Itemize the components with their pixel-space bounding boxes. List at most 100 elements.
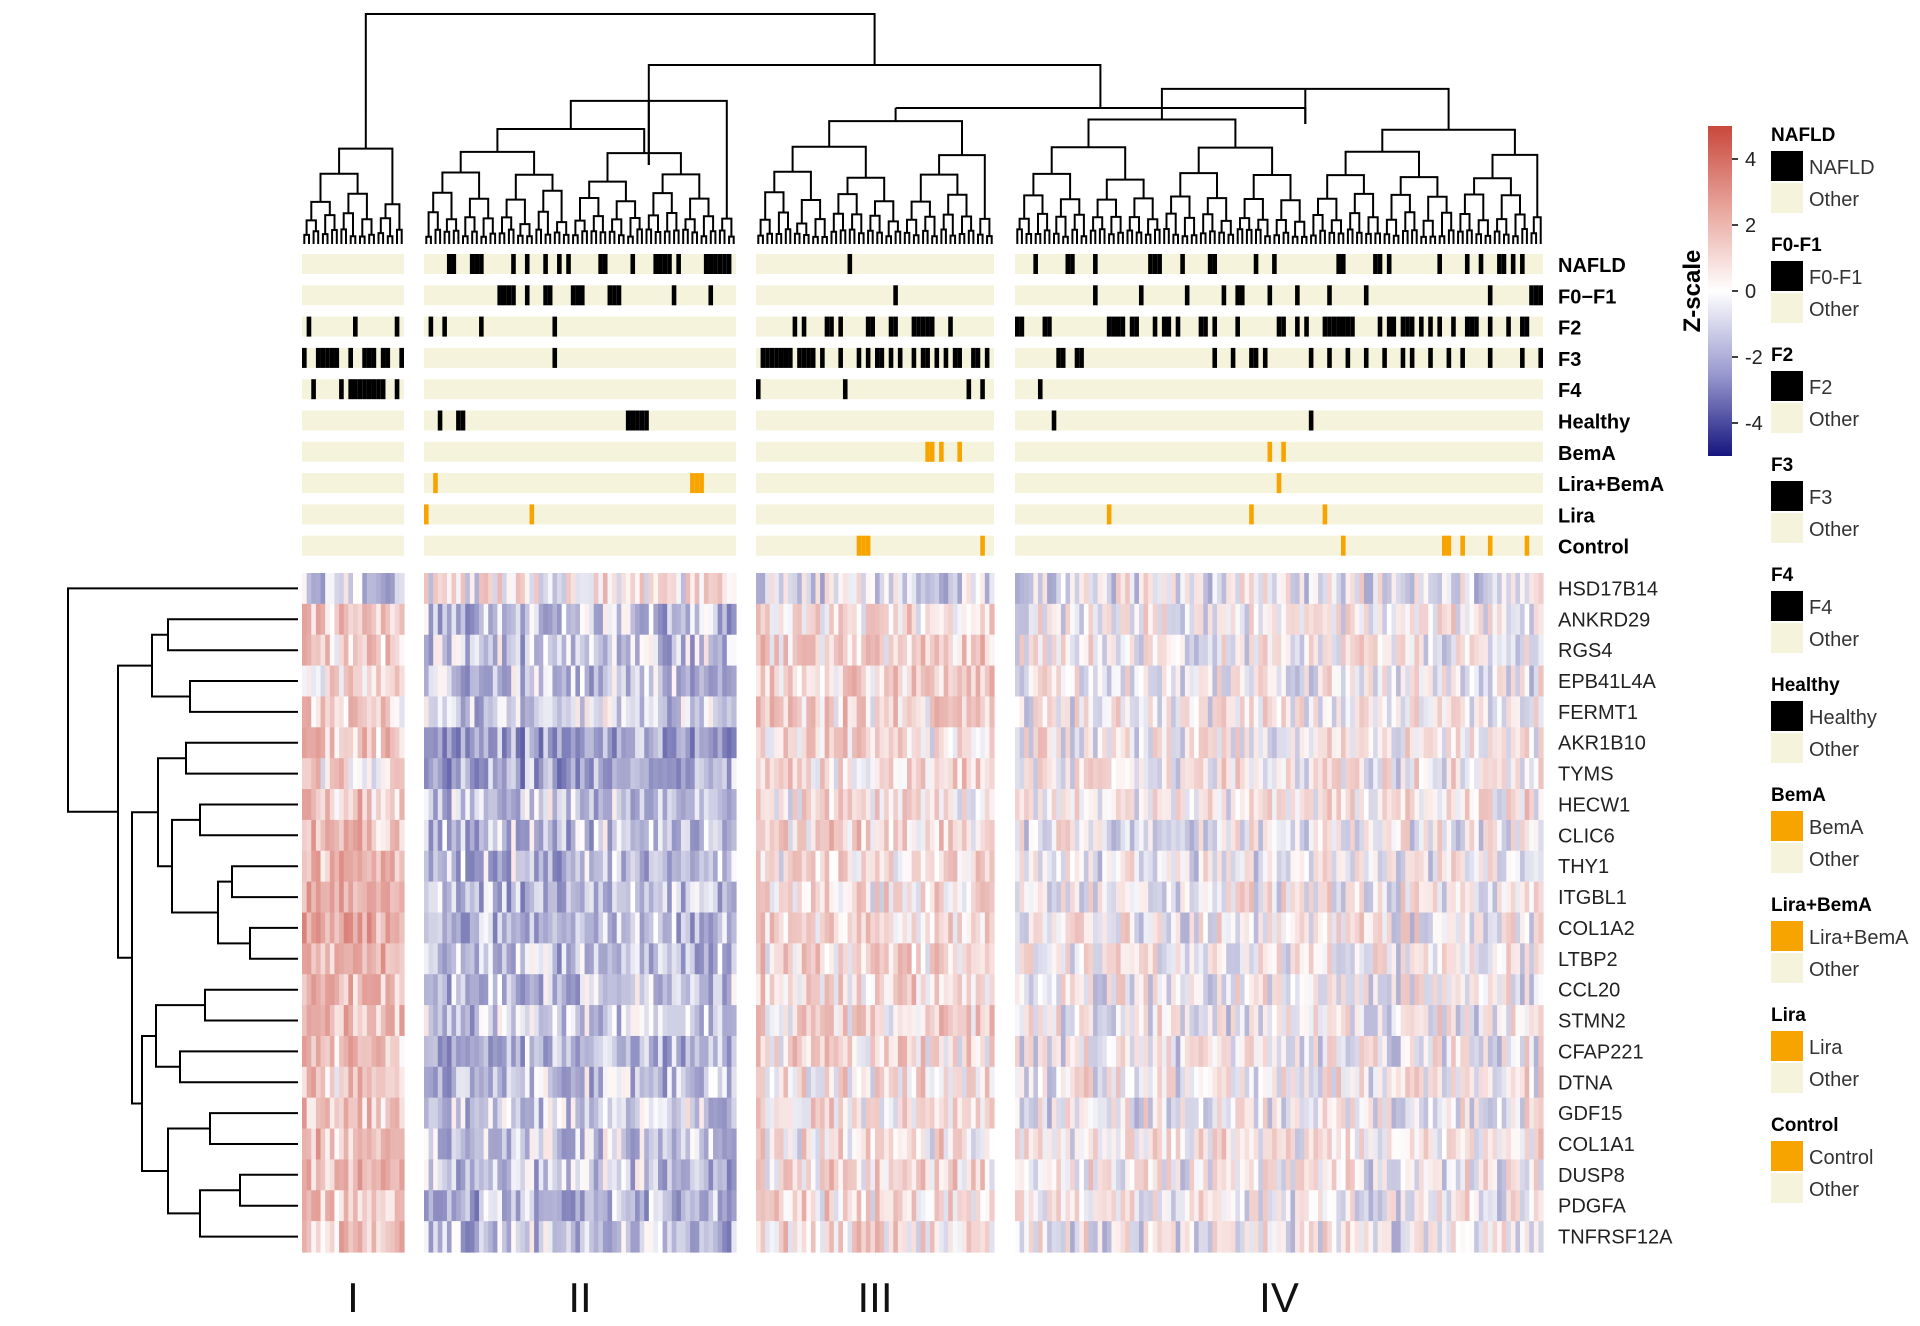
heatmap-cell <box>861 758 867 790</box>
heatmap-cell <box>662 1159 668 1191</box>
heatmap-cell <box>975 881 981 914</box>
heatmap-cell <box>717 1221 723 1253</box>
heatmap-cell <box>856 912 862 944</box>
heatmap-cell <box>929 634 936 667</box>
heatmap-cell <box>1189 665 1195 698</box>
heatmap-cell <box>1221 850 1227 883</box>
heatmap-cell <box>842 696 849 728</box>
heatmap-cell <box>469 974 476 1006</box>
heatmap-cell <box>1460 758 1466 790</box>
heatmap-cell <box>1290 603 1296 636</box>
heatmap-cell <box>1414 634 1420 667</box>
heatmap-cell <box>703 881 710 914</box>
heatmap-cell <box>1244 758 1250 790</box>
heatmap-cell <box>593 850 599 883</box>
heatmap-cell <box>580 727 586 759</box>
heatmap-cell <box>329 1128 336 1161</box>
dendrogram-branch <box>1356 231 1363 244</box>
heatmap-cell <box>1308 727 1315 759</box>
heatmap-cell <box>778 634 785 667</box>
heatmap-cell <box>888 1035 894 1068</box>
heatmap-cell <box>1244 603 1250 636</box>
heatmap-cell <box>838 1035 844 1068</box>
heatmap-cell <box>1313 603 1319 636</box>
dendrogram-branch <box>507 228 515 244</box>
heatmap-cell <box>1295 603 1301 636</box>
heatmap-cell <box>442 1159 448 1191</box>
heatmap-cell <box>1024 696 1030 728</box>
heatmap-cell <box>1184 758 1191 790</box>
heatmap-cell <box>1336 603 1342 636</box>
heatmap-cell <box>639 696 645 728</box>
heatmap-cell <box>442 943 448 975</box>
heatmap-cell <box>929 1221 936 1253</box>
heatmap-cell <box>602 1097 609 1130</box>
heatmap-cell <box>1327 881 1333 914</box>
heatmap-cell <box>971 1005 977 1037</box>
heatmap-cell <box>760 943 766 975</box>
heatmap-cell <box>343 634 349 667</box>
heatmap-cell <box>302 1159 308 1191</box>
heatmap-cell <box>833 1190 839 1222</box>
heatmap-cell <box>690 573 696 605</box>
heatmap-cell <box>856 603 862 636</box>
heatmap-cell <box>1230 634 1236 667</box>
dendrogram-branch <box>514 173 554 200</box>
heatmap-cell <box>929 1097 936 1130</box>
heatmap-cell <box>1152 634 1158 667</box>
heatmap-cell <box>635 696 641 728</box>
heatmap-cell <box>1120 727 1126 759</box>
heatmap-cell <box>1138 850 1145 883</box>
heatmap-cell <box>446 727 453 759</box>
heatmap-cell <box>952 573 958 605</box>
heatmap-cell <box>433 727 439 759</box>
heatmap-cell <box>760 1097 766 1130</box>
heatmap-cell <box>1455 727 1461 759</box>
heatmap-cell <box>593 665 599 698</box>
heatmap-cell <box>783 912 789 944</box>
heatmap-cell <box>506 1035 512 1068</box>
heatmap-cell <box>325 727 331 759</box>
heatmap-cell <box>1221 819 1227 852</box>
heatmap-cell <box>1171 758 1177 790</box>
heatmap-cell <box>783 789 789 821</box>
heatmap-cell <box>726 634 733 667</box>
heatmap-cell <box>1478 850 1484 883</box>
heatmap-cell <box>524 881 531 914</box>
heatmap-cell <box>520 1035 526 1068</box>
heatmap-cell <box>1299 789 1305 821</box>
heatmap-cell <box>1244 789 1250 821</box>
heatmap-cell <box>1175 819 1181 852</box>
heatmap-cell <box>1478 758 1484 790</box>
heatmap-cell <box>980 881 986 914</box>
heatmap-cell <box>1253 850 1259 883</box>
heatmap-cell <box>639 1097 645 1130</box>
heatmap-cell <box>488 696 494 728</box>
heatmap-cell <box>1506 789 1512 821</box>
heatmap-cell <box>756 1159 762 1191</box>
heatmap-cell <box>810 912 817 944</box>
heatmap-cell <box>538 603 544 636</box>
heatmap-cell <box>731 1190 737 1222</box>
heatmap-cell <box>515 850 521 883</box>
heatmap-cell <box>662 1128 668 1161</box>
heatmap-cell <box>838 696 844 728</box>
dendrogram-branch <box>340 228 347 244</box>
heatmap-cell <box>875 603 881 636</box>
heatmap-cell <box>888 912 894 944</box>
heatmap-cell <box>311 819 317 852</box>
heatmap-cell <box>1015 789 1021 821</box>
heatmap-cell <box>520 1190 526 1222</box>
heatmap-cell <box>534 1128 540 1161</box>
heatmap-cell <box>1437 789 1443 821</box>
heatmap-cell <box>543 1005 549 1037</box>
annotation-mark <box>497 285 502 306</box>
heatmap-cell <box>306 1035 312 1068</box>
heatmap-cell <box>717 850 723 883</box>
heatmap-cell <box>952 1035 958 1068</box>
heatmap-cell <box>1083 881 1090 914</box>
heatmap-cell <box>433 1159 439 1191</box>
heatmap-cell <box>824 1035 830 1068</box>
heatmap-cell <box>437 1128 443 1161</box>
heatmap-cell <box>1354 665 1360 698</box>
